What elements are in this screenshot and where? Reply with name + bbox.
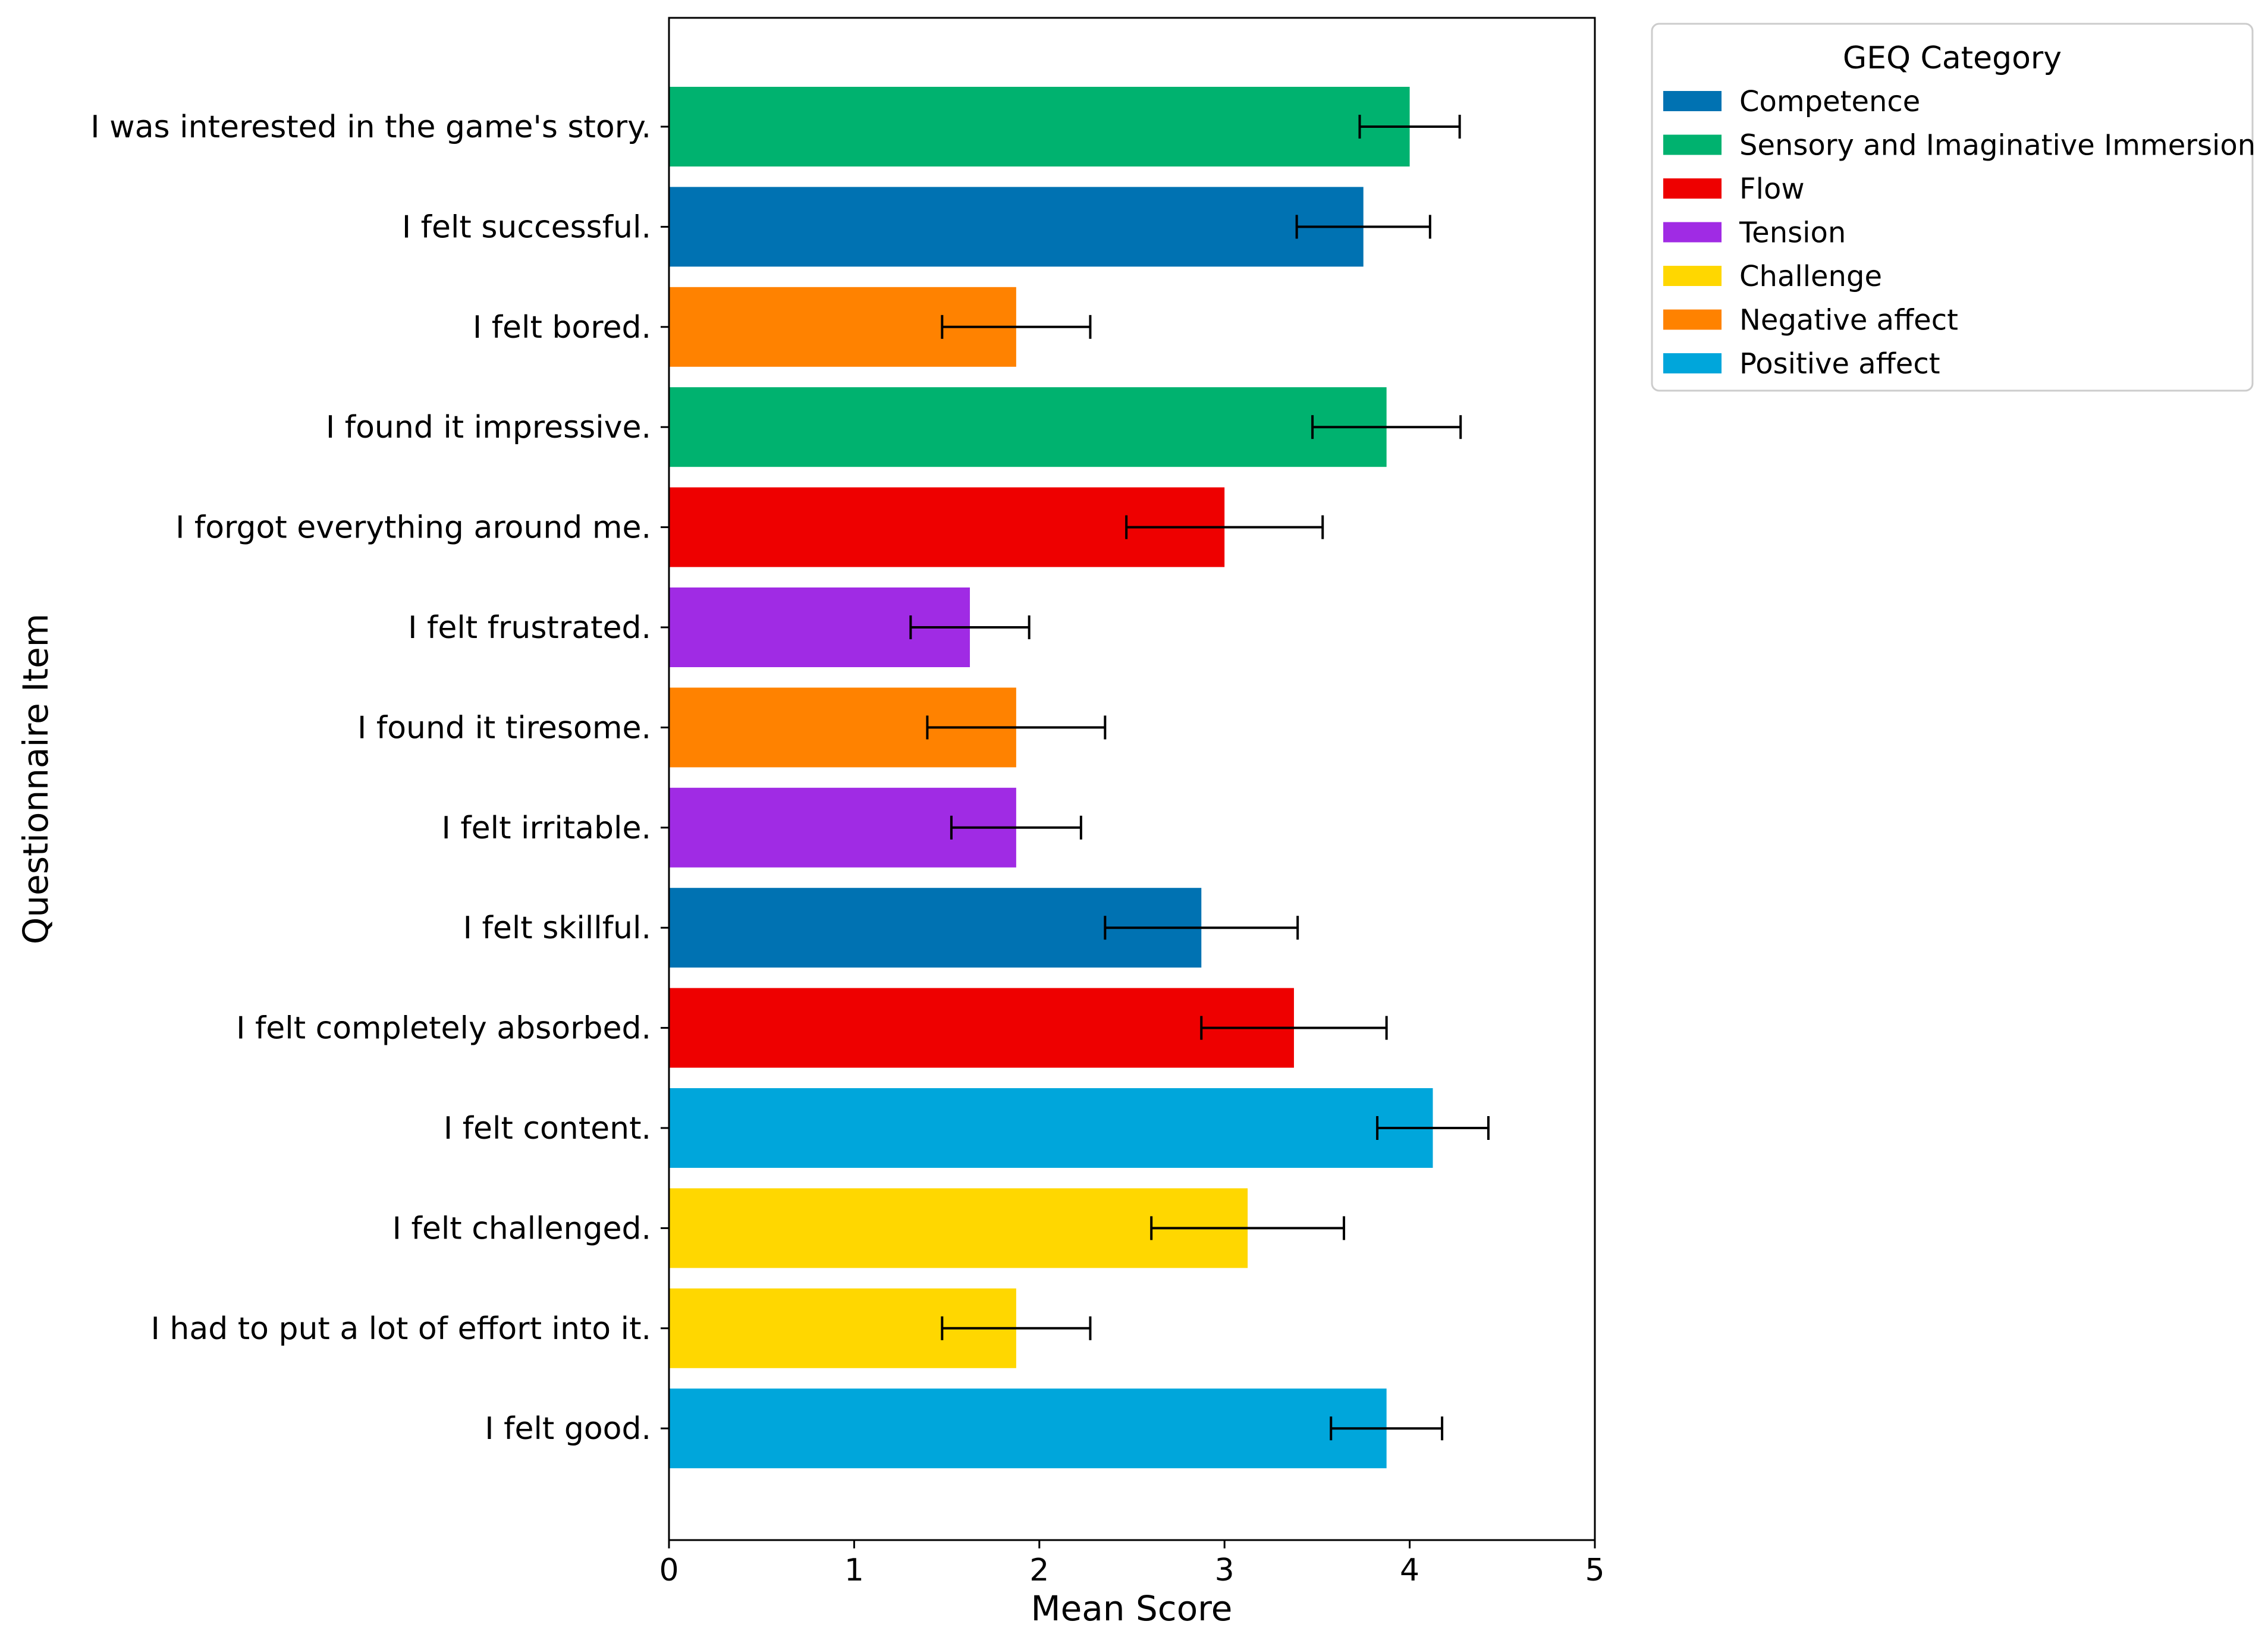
- legend-swatch: [1663, 353, 1722, 373]
- item-label: I felt good.: [485, 1411, 651, 1447]
- legend-label: Negative affect: [1739, 304, 1958, 337]
- legend-label: Flow: [1739, 172, 1805, 206]
- bar: [669, 187, 1364, 267]
- error-bar: [1200, 1016, 1388, 1040]
- item-label: I had to put a lot of effort into it.: [151, 1311, 652, 1347]
- legend-label: Positive affect: [1739, 347, 1940, 381]
- bar: [669, 87, 1410, 166]
- error-bar: [1104, 916, 1299, 940]
- error-bar: [1150, 1216, 1346, 1240]
- bar: [669, 988, 1294, 1068]
- legend-entries: Competence Sensory and Imaginative Immers…: [1663, 85, 2256, 381]
- item-labels: I was interested in the game's story. I f…: [90, 109, 669, 1447]
- error-bar: [909, 615, 1031, 639]
- plot-area-frame: [668, 17, 1596, 1541]
- item-label: I forgot everything around me.: [175, 510, 651, 546]
- x-axis-label: Mean Score: [1031, 1588, 1233, 1629]
- legend-swatch: [1663, 222, 1722, 243]
- item-label: I felt completely absorbed.: [236, 1011, 651, 1047]
- error-bar: [1311, 415, 1462, 439]
- errorbars-layer: [909, 115, 1490, 1441]
- legend-label: Sensory and Imaginative Immersion: [1739, 129, 2256, 162]
- legend-frame: [1651, 23, 2254, 392]
- item-label: I felt frustrated.: [408, 610, 651, 646]
- item-label: I felt challenged.: [392, 1211, 651, 1246]
- legend-label: Challenge: [1739, 260, 1882, 293]
- item-label: I felt bored.: [473, 310, 651, 345]
- error-bar: [950, 815, 1082, 840]
- legend-title: GEQ Category: [1843, 40, 2062, 76]
- legend-swatch: [1663, 309, 1722, 330]
- legend-swatch: [1663, 134, 1722, 155]
- error-bar: [1295, 215, 1431, 239]
- x-tick-label: 2: [1029, 1553, 1049, 1588]
- item-label: I felt successful.: [402, 209, 651, 245]
- bars-layer: [669, 87, 1433, 1469]
- x-tick-label: 1: [844, 1553, 864, 1588]
- item-label: I found it tiresome.: [357, 710, 651, 746]
- item-label: I felt irritable.: [442, 810, 652, 846]
- bar: [669, 1388, 1387, 1469]
- legend-swatch: [1663, 178, 1722, 199]
- item-label: I felt skillful.: [463, 910, 651, 946]
- item-label: I was interested in the game's story.: [90, 109, 651, 145]
- error-bar: [1125, 515, 1324, 539]
- legend-swatch: [1663, 266, 1722, 286]
- item-label: I found it impressive.: [326, 410, 651, 445]
- bar: [669, 1088, 1433, 1168]
- y-axis-label: Questionnaire Item: [15, 614, 56, 945]
- legend-label: Competence: [1739, 85, 1920, 118]
- x-tick-label: 5: [1585, 1553, 1604, 1588]
- error-bar: [1376, 1116, 1490, 1140]
- error-bar: [926, 715, 1107, 740]
- bar: [669, 387, 1387, 467]
- legend-label: Tension: [1739, 216, 1846, 250]
- x-tick-label: 0: [659, 1553, 678, 1588]
- x-axis-ticks: 0 1 2 3 4 5: [659, 1540, 1605, 1588]
- item-label: I felt content.: [444, 1111, 651, 1146]
- error-bar: [941, 1316, 1092, 1340]
- x-tick-label: 4: [1400, 1553, 1419, 1588]
- error-bar: [1358, 115, 1461, 139]
- error-bar: [1330, 1416, 1444, 1441]
- x-tick-label: 3: [1215, 1553, 1234, 1588]
- error-bar: [941, 315, 1092, 339]
- legend-swatch: [1663, 91, 1722, 111]
- legend: GEQ Category Competence Sensory and Imagi…: [1651, 23, 2256, 392]
